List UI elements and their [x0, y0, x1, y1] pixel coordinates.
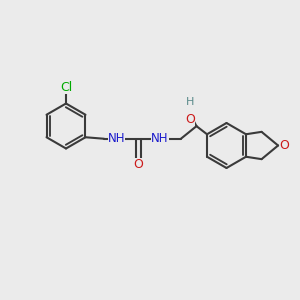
Text: NH: NH	[108, 132, 125, 145]
Text: O: O	[280, 139, 290, 152]
Text: H: H	[186, 97, 194, 107]
Text: O: O	[185, 112, 195, 126]
Text: O: O	[133, 158, 143, 171]
Text: NH: NH	[151, 132, 169, 145]
Text: Cl: Cl	[60, 81, 72, 94]
